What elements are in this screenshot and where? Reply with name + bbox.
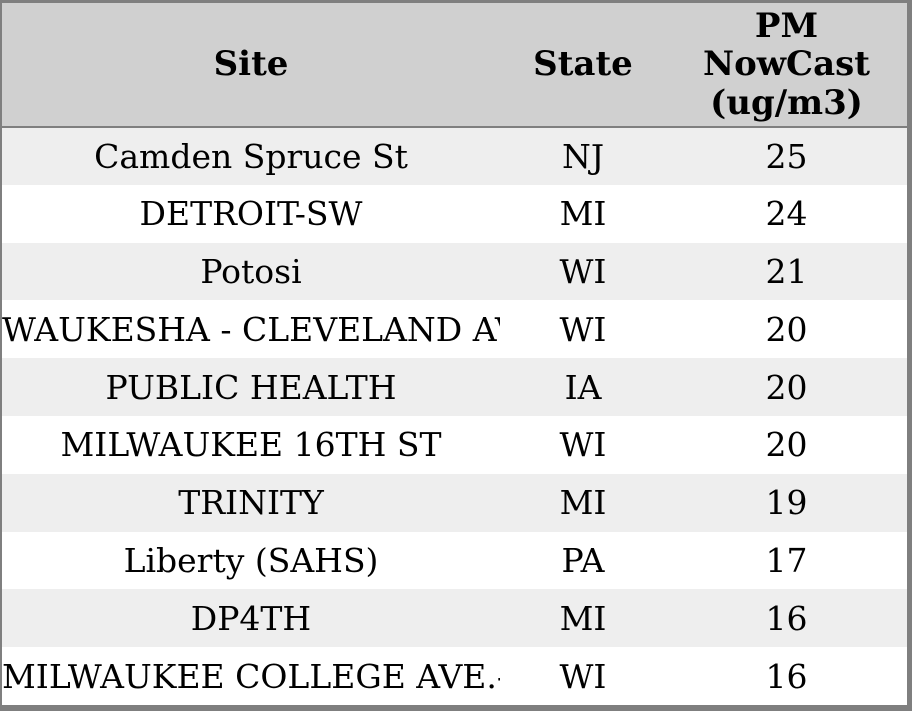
pm-value-cell: 21	[765, 251, 808, 291]
site-cell: PUBLIC HEALTH	[105, 367, 397, 407]
state-cell: WI	[559, 425, 607, 465]
site-cell: MILWAUKEE COLLEGE AVE.-NR	[2, 656, 500, 696]
pm-value-cell: 16	[765, 656, 808, 696]
pm-value-cell: 20	[765, 309, 808, 349]
pm-value-cell: 25	[765, 136, 808, 176]
pm-value-cell: 16	[765, 598, 808, 638]
column-header-state: State	[500, 3, 666, 128]
state-cell: PA	[561, 540, 605, 580]
site-cell: Camden Spruce St	[94, 136, 408, 176]
state-cell: WI	[559, 309, 607, 349]
state-cell: MI	[559, 194, 607, 234]
pm-value-cell: 19	[765, 483, 808, 523]
pm-value-cell: 24	[765, 194, 808, 234]
table-row: DETROIT-SW MI 24	[2, 184, 907, 243]
table-row: MILWAUKEE COLLEGE AVE.-NR WI 16	[2, 647, 907, 705]
state-cell: MI	[559, 598, 607, 638]
state-cell: MI	[559, 483, 607, 523]
table-header-row: Site State PM NowCast (ug/m3)	[2, 3, 907, 128]
site-cell: Potosi	[200, 251, 302, 291]
state-cell: WI	[559, 656, 607, 696]
table-row: Camden Spruce St NJ 25	[2, 127, 907, 185]
pm-nowcast-table: Site State PM NowCast (ug/m3) Camden Spr…	[2, 3, 907, 705]
site-cell: DP4TH	[190, 598, 312, 638]
site-cell: TRINITY	[178, 483, 324, 523]
site-cell: MILWAUKEE 16TH ST	[60, 425, 442, 465]
table-row: Potosi WI 21	[2, 242, 907, 301]
column-header-pm-nowcast: PM NowCast (ug/m3)	[666, 3, 907, 128]
column-header-site: Site	[2, 3, 500, 128]
table-row: DP4TH MI 16	[2, 589, 907, 648]
state-cell: WI	[559, 251, 607, 291]
state-cell: NJ	[561, 136, 605, 176]
table-row: Liberty (SAHS) PA 17	[2, 531, 907, 590]
site-cell: WAUKESHA - CLEVELAND AVE	[2, 309, 500, 349]
pm-value-cell: 20	[765, 367, 808, 407]
table-row: TRINITY MI 19	[2, 473, 907, 532]
pm-value-cell: 17	[765, 540, 808, 580]
table-row: MILWAUKEE 16TH ST WI 20	[2, 415, 907, 474]
table-row: PUBLIC HEALTH IA 20	[2, 358, 907, 416]
state-cell: IA	[564, 367, 602, 407]
site-cell: DETROIT-SW	[139, 194, 363, 234]
table-row: WAUKESHA - CLEVELAND AVE WI 20	[2, 300, 907, 359]
site-cell: Liberty (SAHS)	[123, 540, 379, 580]
pm-value-cell: 20	[765, 425, 808, 465]
